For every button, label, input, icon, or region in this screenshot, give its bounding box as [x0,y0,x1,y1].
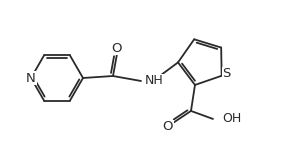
Text: N: N [26,72,36,84]
Text: O: O [112,41,122,55]
Text: S: S [222,67,231,80]
Text: OH: OH [222,112,241,125]
Text: O: O [163,120,173,133]
Text: NH: NH [145,75,164,87]
